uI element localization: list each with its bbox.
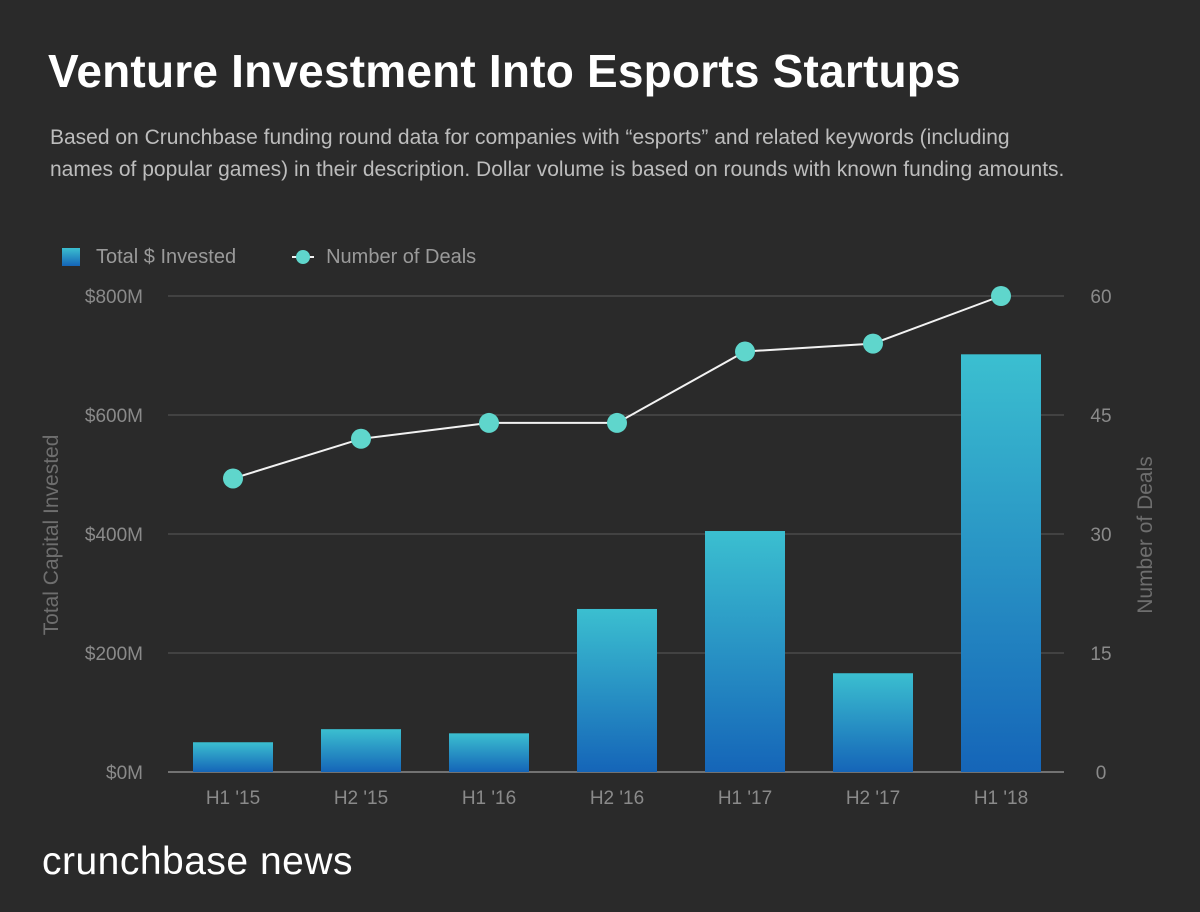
bar bbox=[321, 729, 401, 772]
line-deals bbox=[223, 286, 1011, 489]
deal-point bbox=[479, 412, 499, 433]
subtitle-line-1: Based on Crunchbase funding round data f… bbox=[50, 126, 1010, 149]
x-tick-label: H2 '17 bbox=[846, 788, 900, 809]
x-tick-label: H2 '15 bbox=[334, 788, 388, 809]
y2-tick-label: 45 bbox=[1090, 406, 1111, 427]
legend-label-deals: Number of Deals bbox=[326, 245, 477, 268]
bar bbox=[193, 742, 273, 772]
y-tick-label: $600M bbox=[85, 406, 143, 427]
x-tick-label: H1 '15 bbox=[206, 788, 260, 809]
deal-point bbox=[351, 428, 371, 449]
legend-label-invested: Total $ Invested bbox=[96, 245, 237, 268]
y2-tick-label: 0 bbox=[1096, 763, 1107, 784]
y-tick-label: $0M bbox=[106, 763, 143, 784]
chart-subtitle: Based on Crunchbase funding round data f… bbox=[50, 122, 1170, 186]
y-tick-label: $200M bbox=[85, 644, 143, 665]
y2-tick-label: 60 bbox=[1090, 287, 1111, 308]
bar bbox=[449, 733, 529, 772]
y2-tick-label: 30 bbox=[1090, 525, 1111, 546]
bar bbox=[705, 531, 785, 772]
chart-title: Venture Investment Into Esports Startups bbox=[48, 45, 961, 97]
bars-invested bbox=[193, 354, 1041, 772]
bar bbox=[577, 608, 657, 772]
x-tick-label: H1 '16 bbox=[462, 788, 516, 809]
y2-axis-label: Number of Deals bbox=[1134, 456, 1157, 614]
y-tick-label: $400M bbox=[85, 525, 143, 546]
y-axis-label: Total Capital Invested bbox=[40, 435, 63, 636]
bar-swatch-icon bbox=[62, 248, 80, 266]
x-tick-label: H1 '18 bbox=[974, 788, 1028, 809]
deal-point bbox=[863, 333, 883, 354]
deals-line bbox=[232, 295, 1002, 480]
deal-point bbox=[607, 412, 627, 433]
line-marker-icon bbox=[292, 248, 315, 266]
deal-point bbox=[991, 286, 1011, 306]
legend-item-invested: Total $ Invested bbox=[62, 246, 236, 269]
deal-point bbox=[735, 341, 755, 362]
x-tick-label: H1 '17 bbox=[718, 788, 772, 809]
bar bbox=[833, 673, 913, 772]
deal-point bbox=[223, 468, 243, 489]
legend-item-deals: Number of Deals bbox=[292, 246, 476, 269]
subtitle-line-2: names of popular games) in their descrip… bbox=[50, 158, 1065, 181]
chart-legend: Total $ Invested Number of Deals bbox=[62, 245, 532, 269]
y-tick-label: $800M bbox=[85, 287, 143, 308]
bar bbox=[961, 354, 1041, 772]
axes: $0M $200M $400M $600M $800M 0 15 30 45 60 H1 '15 H2… bbox=[85, 287, 1112, 809]
crunchbase-news-logo: crunchbase news bbox=[42, 840, 354, 883]
y2-tick-label: 15 bbox=[1090, 644, 1111, 665]
x-tick-label: H2 '16 bbox=[590, 788, 644, 809]
